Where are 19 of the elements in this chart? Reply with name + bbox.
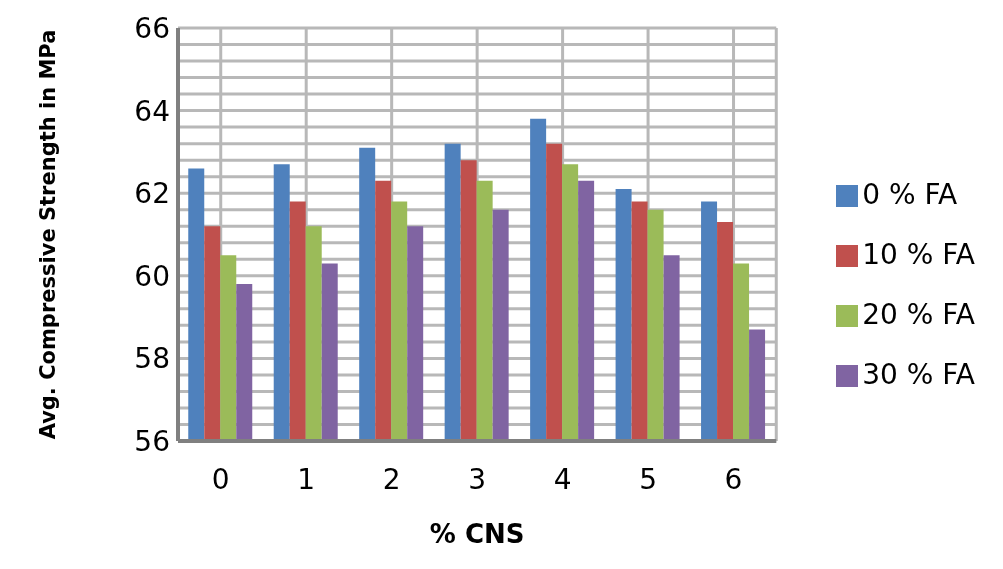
x-tick-label: 2 bbox=[382, 462, 401, 496]
y-axis-title: Avg. Compressive Strength in MPa bbox=[36, 29, 61, 440]
y-tick-label: 62 bbox=[134, 177, 170, 211]
x-axis-title: % CNS bbox=[429, 519, 525, 549]
y-tick-label: 56 bbox=[134, 424, 170, 458]
x-tick-label: 3 bbox=[468, 462, 487, 496]
y-tick-label: 60 bbox=[134, 259, 170, 293]
x-tick-label: 4 bbox=[553, 462, 572, 496]
legend-label: 20 % FA bbox=[862, 297, 975, 331]
legend-label: 0 % FA bbox=[862, 177, 958, 211]
legend-label: 30 % FA bbox=[862, 357, 975, 391]
legend-label: 10 % FA bbox=[862, 237, 975, 271]
x-tick-label: 5 bbox=[639, 462, 657, 496]
x-tick-label: 1 bbox=[297, 462, 316, 496]
y-tick-label: 58 bbox=[134, 342, 170, 376]
y-tick-label: 64 bbox=[134, 94, 170, 128]
x-tick-label: 6 bbox=[724, 462, 743, 496]
x-tick-label: 0 bbox=[211, 462, 230, 496]
y-tick-label: 66 bbox=[134, 11, 170, 45]
